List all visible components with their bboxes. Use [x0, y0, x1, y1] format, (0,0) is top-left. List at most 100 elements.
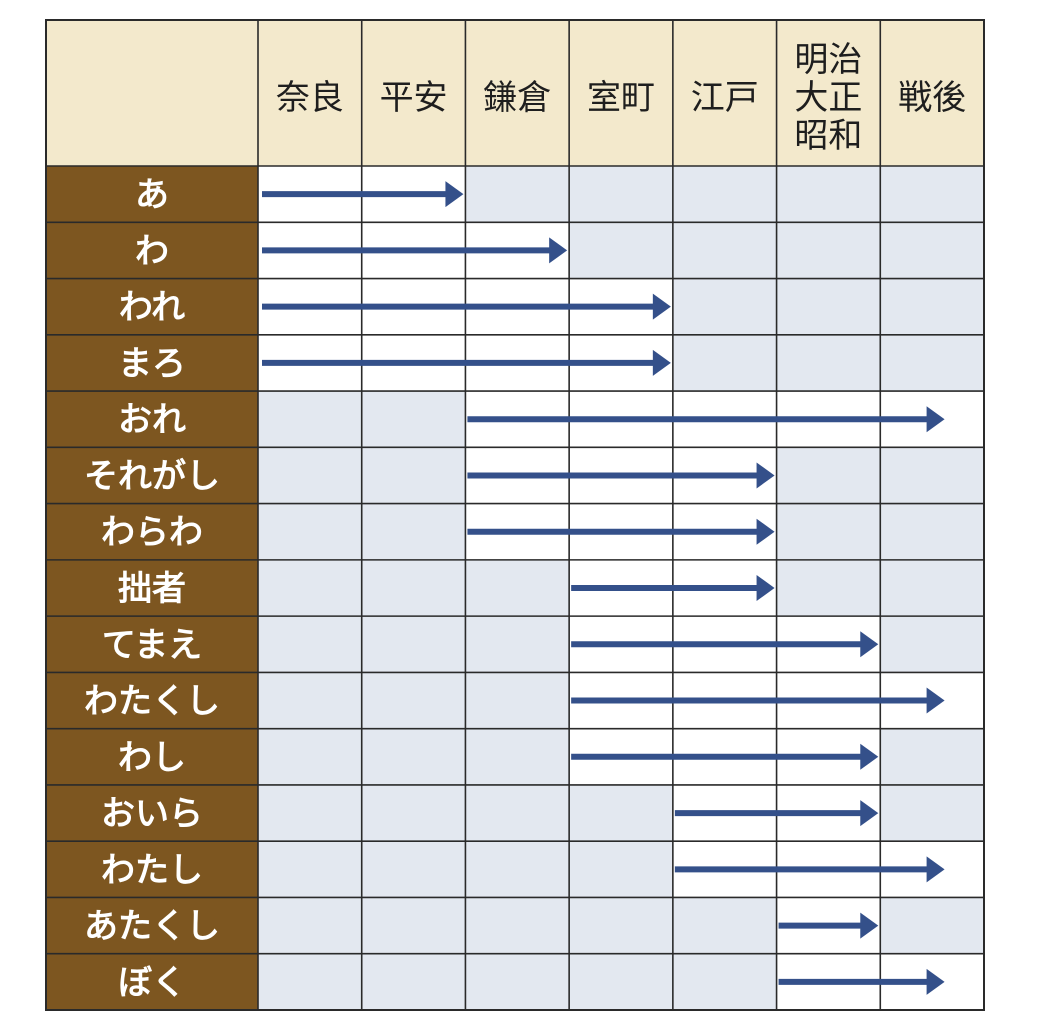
cell-inactive	[880, 897, 984, 954]
cell-inactive	[465, 784, 570, 842]
row-label: わたくし	[84, 682, 220, 722]
row-label-cell	[46, 222, 258, 279]
cell-inactive	[258, 953, 362, 1010]
arrow-head	[652, 293, 671, 320]
cell-inactive	[880, 447, 984, 504]
cell-inactive	[880, 784, 984, 842]
cell-inactive	[465, 559, 570, 617]
cell-inactive	[465, 616, 570, 673]
row-label-cell	[46, 278, 258, 335]
cell-inactive	[672, 222, 777, 279]
cell-inactive	[258, 616, 362, 673]
cell-inactive	[569, 784, 673, 842]
cell-inactive	[361, 728, 466, 785]
arrow	[571, 743, 879, 770]
arrow	[571, 575, 775, 601]
arrow-head	[860, 912, 879, 939]
arrow-head	[926, 968, 945, 995]
row-label: おれ	[118, 400, 186, 440]
row-label-cell	[46, 334, 258, 392]
cell-inactive	[258, 391, 362, 448]
row-label: わらわ	[101, 513, 203, 553]
arrow	[571, 631, 879, 658]
arrow-head	[860, 631, 879, 658]
row-label-cell	[46, 447, 258, 504]
era-header-line: 戦後	[898, 78, 966, 118]
arrow-head	[860, 800, 879, 827]
row-label: 拙者	[118, 569, 186, 609]
cell-inactive	[776, 166, 881, 223]
cell-inactive	[880, 559, 984, 617]
era-header-line: 大正	[794, 78, 862, 118]
cell-inactive	[258, 447, 362, 504]
cell-inactive	[258, 897, 362, 954]
cell-inactive	[672, 278, 777, 335]
cell-inactive	[880, 728, 984, 785]
cell-inactive	[880, 334, 984, 392]
cell-inactive	[880, 166, 984, 223]
row-label-cell	[46, 503, 258, 560]
arrow-head	[652, 349, 671, 376]
cell-inactive	[776, 334, 881, 392]
cell-inactive	[776, 559, 881, 617]
cell-inactive	[465, 841, 570, 898]
row-label: おいら	[101, 794, 203, 834]
cell-inactive	[465, 728, 570, 785]
arrow-head	[445, 181, 464, 208]
cell-inactive	[258, 503, 362, 560]
grid	[45, 19, 985, 1011]
row-label-cell	[46, 784, 258, 842]
arrow-head	[926, 856, 945, 883]
arrow-head	[926, 687, 945, 714]
cell-inactive	[569, 841, 673, 898]
cell-inactive	[880, 222, 984, 279]
era-header-edo: 江戸	[691, 78, 759, 118]
row-label-cell	[46, 672, 258, 729]
era-header-line: 室町	[587, 78, 655, 118]
cell-inactive	[361, 447, 466, 504]
cell-inactive	[361, 503, 466, 560]
era-header-muromachi: 室町	[587, 78, 655, 118]
cell-inactive	[569, 897, 673, 954]
cell-inactive	[880, 503, 984, 560]
cell-inactive	[361, 672, 466, 729]
row-label-cell	[46, 841, 258, 898]
row-label-cell	[46, 953, 258, 1010]
cell-inactive	[569, 222, 673, 279]
era-header-line: 平安	[380, 78, 448, 118]
arrow	[262, 349, 671, 376]
arrow	[778, 912, 879, 939]
arrow	[467, 462, 775, 489]
cell-inactive	[361, 897, 466, 954]
arrow-head	[860, 743, 879, 770]
arrow-head	[549, 237, 568, 264]
cell-inactive	[258, 841, 362, 898]
era-header-line: 明治	[794, 40, 862, 80]
cell-inactive	[361, 784, 466, 842]
row-label: てまえ	[102, 625, 202, 665]
era-header-line: 江戸	[691, 78, 759, 118]
cell-inactive	[880, 616, 984, 673]
cell-inactive	[361, 391, 466, 448]
row-label-cell	[46, 166, 258, 223]
era-header-meiji-taisho-showa: 明治大正昭和	[794, 40, 862, 156]
arrow	[467, 406, 945, 433]
arrow	[262, 181, 464, 208]
row-label: まろ	[118, 344, 186, 384]
row-label-cell	[46, 728, 258, 785]
cell-inactive	[776, 222, 881, 279]
cell-inactive	[361, 616, 466, 673]
cell-inactive	[465, 672, 570, 729]
row-label: わ	[135, 231, 169, 271]
arrow	[571, 687, 945, 714]
arrow-head	[926, 406, 945, 433]
arrow	[778, 968, 945, 995]
row-label: それがし	[84, 456, 220, 496]
cell-inactive	[569, 166, 673, 223]
header-background	[46, 20, 984, 166]
row-label: われ	[119, 288, 185, 328]
cell-inactive	[258, 728, 362, 785]
cell-inactive	[776, 447, 881, 504]
cell-inactive	[465, 166, 570, 223]
